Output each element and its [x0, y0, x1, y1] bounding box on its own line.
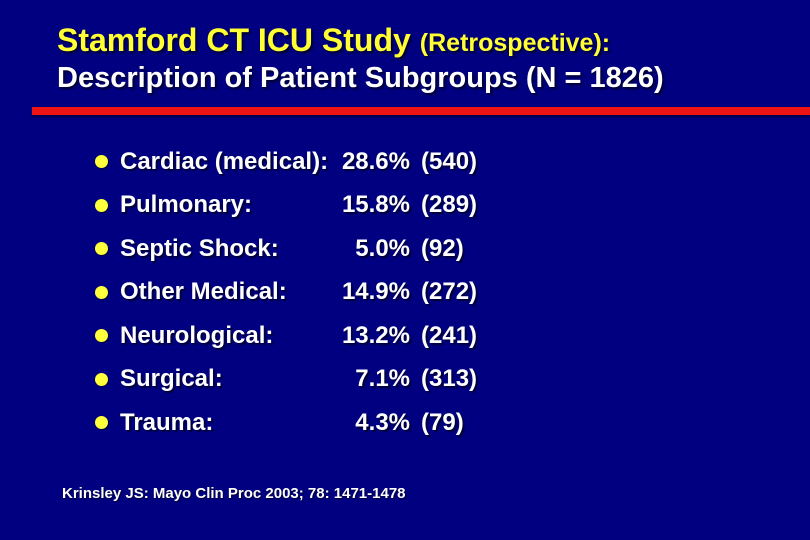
- title-main-text: Stamford CT ICU Study: [57, 22, 411, 58]
- subgroup-count: (289): [421, 191, 478, 219]
- subgroup-row-surgical: Surgical: 7.1% (313): [95, 358, 491, 402]
- title-retrospective-text: (Retrospective):: [419, 29, 611, 57]
- subgroup-row-septic-shock: Septic Shock: 5.0% (92): [95, 227, 491, 271]
- subgroup-percent: 15.8%: [341, 191, 410, 219]
- subgroup-label: Neurological:: [120, 321, 274, 349]
- subgroup-percent: 4.3%: [355, 408, 410, 436]
- slide-title: Stamford CT ICU Study (Retrospective): De…: [57, 22, 790, 95]
- subgroup-count: (92): [421, 234, 464, 262]
- bullet-icon: [95, 242, 108, 256]
- subgroup-percent: 7.1%: [355, 365, 410, 393]
- subgroup-row-other-medical: Other Medical: 14.9% (272): [95, 271, 491, 315]
- subgroup-percent: 13.2%: [341, 321, 410, 349]
- bullet-icon: [95, 372, 108, 386]
- subgroup-percent: 28.6%: [341, 147, 410, 175]
- subgroup-label: Septic Shock:: [120, 234, 279, 262]
- subgroup-count: (313): [421, 365, 478, 393]
- subgroup-row-neurological: Neurological: 13.2% (241): [95, 314, 491, 358]
- bullet-icon: [95, 155, 108, 169]
- red-divider-rule: [32, 107, 810, 115]
- subgroup-label: Other Medical:: [120, 278, 287, 306]
- bullet-icon: [95, 416, 108, 430]
- subgroup-label: Surgical:: [120, 365, 223, 393]
- bullet-icon: [95, 329, 108, 343]
- subgroup-count: (272): [421, 278, 478, 306]
- subgroup-list: Cardiac (medical): 28.6% (540) Pulmonary…: [95, 140, 491, 445]
- subgroup-row-trauma: Trauma: 4.3% (79): [95, 401, 491, 445]
- subgroup-label: Cardiac (medical):: [120, 147, 329, 175]
- title-line-1: Stamford CT ICU Study (Retrospective):: [57, 22, 790, 61]
- subgroup-count: (79): [421, 408, 464, 436]
- bullet-icon: [95, 285, 108, 299]
- subgroup-label: Trauma:: [120, 408, 214, 436]
- subgroup-percent: 14.9%: [341, 278, 410, 306]
- subgroup-count: (241): [421, 321, 478, 349]
- citation-text: Krinsley JS: Mayo Clin Proc 2003; 78: 14…: [62, 485, 406, 502]
- subgroup-row-cardiac: Cardiac (medical): 28.6% (540): [95, 140, 491, 184]
- subgroup-count: (540): [421, 147, 478, 175]
- bullet-icon: [95, 198, 108, 212]
- title-line-2: Description of Patient Subgroups (N = 18…: [57, 62, 664, 94]
- subgroup-label: Pulmonary:: [120, 191, 253, 219]
- subgroup-row-pulmonary: Pulmonary: 15.8% (289): [95, 184, 491, 228]
- subgroup-percent: 5.0%: [355, 234, 410, 262]
